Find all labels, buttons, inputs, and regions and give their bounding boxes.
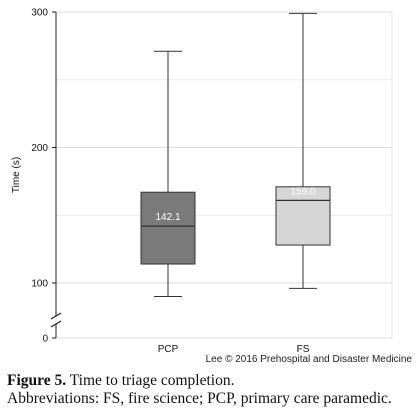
iqr-box <box>275 186 331 246</box>
boxes: 142.1 159.0 <box>140 12 331 298</box>
iqr-box <box>140 191 196 265</box>
median-label: 159.0 <box>290 186 315 197</box>
y-tick-labels: 0 100 200 300 <box>31 8 48 345</box>
axis-break-mark-1 <box>50 312 62 320</box>
y-tick-label-200: 200 <box>31 143 48 154</box>
y-tick-label-100: 100 <box>31 279 48 290</box>
x-tick-label-pcp: PCP <box>158 344 179 355</box>
x-tick-labels: PCP FS <box>158 344 310 355</box>
median-label: 142.1 <box>155 212 180 223</box>
axes <box>50 11 62 339</box>
x-tick-label-fs: FS <box>297 344 310 355</box>
plot-frame <box>55 11 393 339</box>
y-tick-label-0: 0 <box>42 334 48 345</box>
y-axis-label: Time (s) <box>11 157 22 193</box>
figure-caption: Figure 5. Time to triage completion. <box>7 372 234 390</box>
box-fs: 159.0 <box>275 12 331 289</box>
figure-label: Figure 5. <box>7 372 67 389</box>
box-pcp: 142.1 <box>140 50 196 298</box>
axis-break-mark-2 <box>50 320 62 328</box>
credit-line: Lee © 2016 Prehospital and Disaster Medi… <box>205 354 412 365</box>
y-tick-label-300: 300 <box>31 8 48 19</box>
grid-lines <box>55 11 393 339</box>
abbreviations-note: Abbreviations: FS, fire science; PCP, pr… <box>7 390 392 407</box>
figure-title: Time to triage completion. <box>66 372 235 389</box>
